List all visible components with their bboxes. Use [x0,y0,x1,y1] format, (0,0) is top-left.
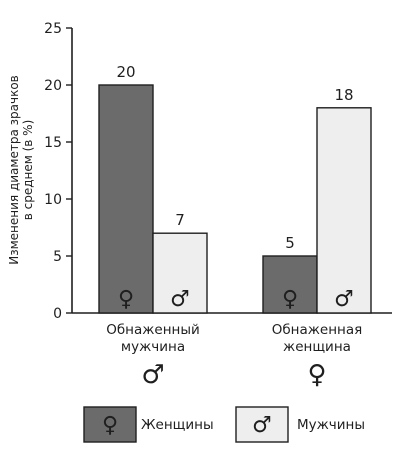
bar-symbol-1-1: ♀ [118,287,134,312]
y-tick-label-10: 10 [44,192,62,208]
y-tick-label-20: 20 [44,78,62,94]
y-tick-label-0: 0 [53,306,62,322]
bar-symbol-1-2: ♂ [170,287,190,312]
bar-symbol-2-1: ♀ [282,287,298,312]
legend-swatch-2 [235,406,289,443]
category-label-2-line-1: Обнаженная [272,322,363,338]
value-label-1-2: 7 [175,211,185,229]
y-axis-title-line-2: в среднем (в %) [21,120,35,221]
value-label-1-1: 20 [116,63,135,81]
legend-symbol-1: ♀ [102,413,118,438]
value-label-2-2: 18 [334,86,353,104]
y-axis-title: Изменения диаметра зрачковв среднем (в %… [7,75,35,264]
category-label-2-line-2: женщина [283,339,351,355]
bar-1-1 [98,84,154,314]
category-label-1-line-2: мужчина [121,339,185,355]
category-label-1-line-1: Обнаженный [106,322,200,338]
y-tick-label-15: 15 [44,135,62,151]
legend-label-1: Женщины [141,417,214,433]
bar-2-1 [262,255,318,314]
value-label-2-1: 5 [285,234,295,252]
y-axis-title-line-1: Изменения диаметра зрачков [7,75,21,264]
legend-symbol-2: ♂ [252,413,272,438]
legend-label-2: Мужчины [297,417,365,433]
y-tick-label-5: 5 [53,249,62,265]
legend-swatch-1 [83,406,137,443]
bar-1-2 [152,232,208,314]
category-symbol-1: ♂ [141,360,164,390]
bar-symbol-2-2: ♂ [334,287,354,312]
y-tick-label-25: 25 [44,21,62,37]
category-symbol-2: ♀ [307,360,326,390]
bar-2-2 [316,107,372,314]
